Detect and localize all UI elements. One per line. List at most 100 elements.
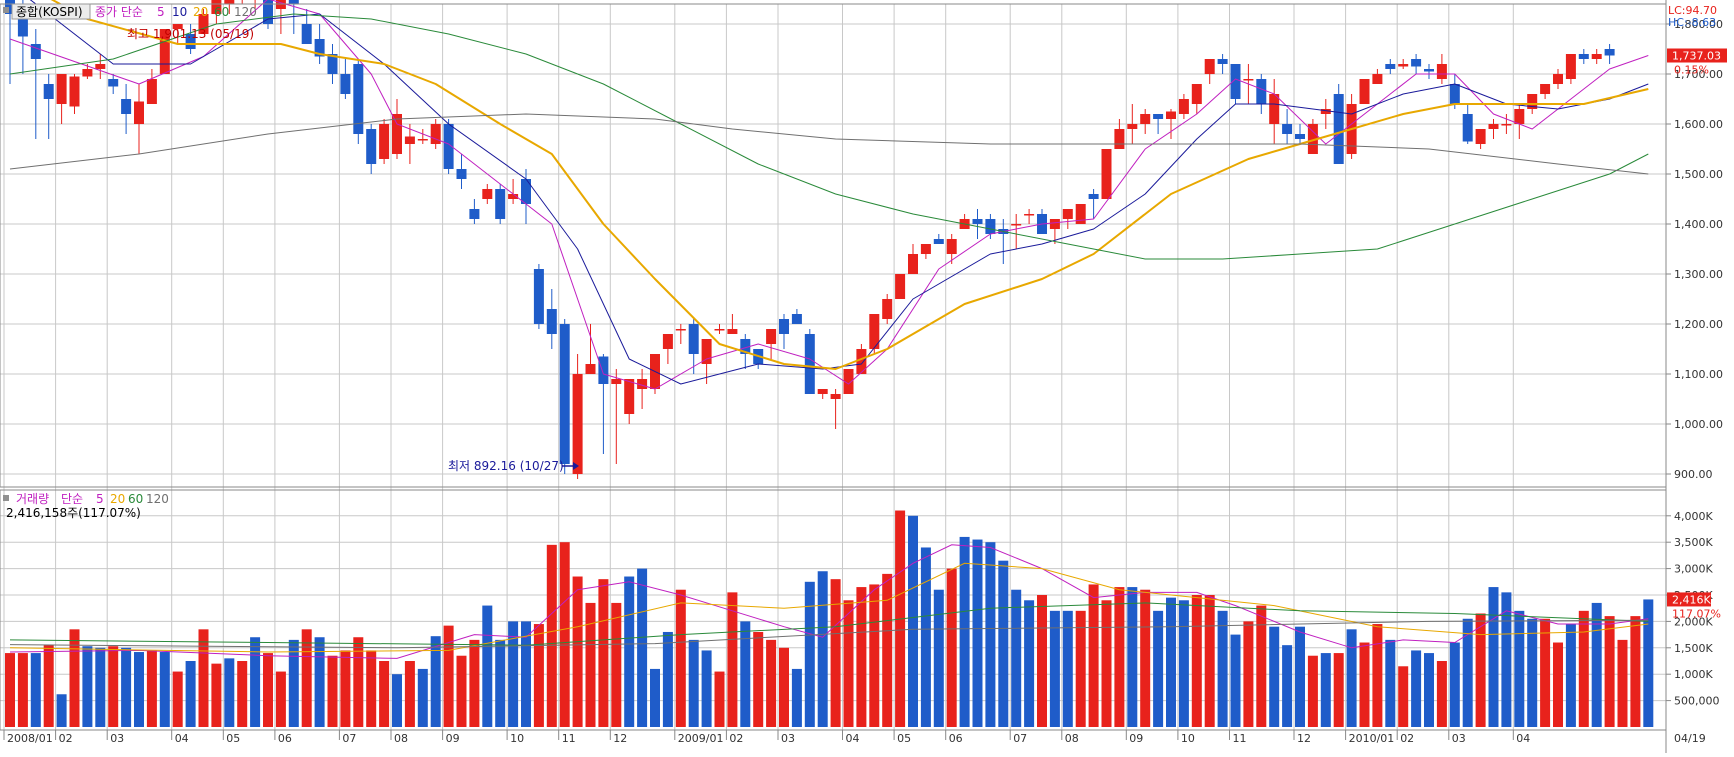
candle [1230, 64, 1241, 104]
volume-bar [379, 661, 390, 727]
candle [624, 379, 635, 424]
volume-bar [701, 650, 712, 727]
candle [1604, 44, 1615, 64]
candle [933, 234, 944, 244]
volume-tick-label: 2,000K [1674, 615, 1713, 628]
volume-bar [959, 536, 970, 727]
vol-ma-legend-60[interactable]: 60 [128, 492, 143, 506]
date-tick-label: 03 [781, 732, 795, 745]
volume-bar [314, 637, 325, 727]
candle [1024, 209, 1035, 224]
volume-bar [82, 646, 93, 727]
volume-bar [1320, 653, 1331, 727]
volume-bar [662, 631, 673, 727]
volume-bar [508, 621, 519, 727]
candle [1307, 119, 1318, 154]
ma-legend-5[interactable]: 5 [157, 5, 165, 19]
price-chart-title[interactable]: 종합(KOSPI) [16, 5, 83, 19]
vol-ma-legend-20[interactable]: 20 [110, 492, 125, 506]
volume-bar [908, 515, 918, 727]
candle [146, 69, 157, 104]
volume-bar [301, 629, 312, 727]
last-price-label: 1,737.03 [1672, 50, 1721, 63]
candle [56, 74, 67, 124]
volume-bar [1049, 610, 1060, 727]
candle [572, 354, 583, 479]
price-tick-label: 1,300.00 [1674, 268, 1723, 281]
date-tick-label: 09 [1129, 732, 1143, 745]
volume-bar [30, 653, 41, 727]
volume-bar [108, 646, 119, 727]
candle [985, 214, 996, 239]
candle [908, 244, 918, 274]
volume-bar [1630, 616, 1641, 727]
candle [1578, 49, 1589, 64]
volume-bar [211, 663, 222, 727]
candle [1075, 204, 1086, 224]
volume-bar [869, 584, 880, 727]
legend-square-icon [3, 495, 9, 501]
vol-ma-legend-label[interactable]: 단순 [61, 492, 83, 506]
volume-bar [1604, 616, 1615, 727]
volume-bar [985, 542, 996, 727]
candle [1166, 109, 1176, 139]
last-volume-label: 2,416K [1672, 593, 1711, 606]
volume-bar [637, 568, 648, 727]
candle [920, 244, 931, 259]
volume-bar [1166, 597, 1176, 727]
legend-square-icon [3, 7, 9, 13]
candle [1359, 79, 1370, 104]
candle [172, 24, 183, 44]
ma-legend-120[interactable]: 120 [234, 5, 257, 19]
volume-bar [1346, 629, 1357, 727]
volume-bar [172, 671, 183, 727]
date-tick-label: 2009/01 [678, 732, 724, 745]
date-axis: 2008/01 02 03 04 05 06 07 08 09 10 11 12 2009/01 02 03… [0, 729, 1706, 745]
volume-bar [353, 637, 364, 727]
candle [288, 0, 299, 34]
candle [159, 29, 170, 74]
ma-legend-label[interactable]: 종가 단순 [95, 5, 143, 19]
date-tick-label: 2010/01 [1349, 732, 1395, 745]
volume-ma120-line [9, 619, 1649, 649]
candle [843, 369, 854, 394]
volume-chart-title[interactable]: 거래량 [16, 492, 49, 506]
candle [714, 324, 725, 334]
volume-bar [5, 653, 15, 727]
volume-tick-label: 1,500K [1674, 642, 1713, 655]
date-tick-label: 07 [342, 732, 356, 745]
symbol-box[interactable] [11, 3, 91, 20]
candle [30, 29, 41, 139]
vol-ma-legend-5[interactable]: 5 [96, 492, 104, 506]
volume-bar [56, 694, 67, 727]
candle [727, 314, 738, 334]
date-tick-label: 02 [1400, 732, 1414, 745]
volume-bar [1514, 610, 1525, 727]
volume-bar [972, 539, 983, 727]
date-tick-label: 07 [1013, 732, 1027, 745]
date-tick-label: 04 [846, 732, 860, 745]
volume-bar [1011, 589, 1022, 727]
ma-legend-20[interactable]: 20 [193, 5, 208, 19]
candle [1282, 109, 1293, 144]
volume-bar [1204, 595, 1215, 727]
ma-legend-10[interactable]: 10 [172, 5, 187, 19]
candle [185, 24, 196, 54]
volume-bar [572, 576, 583, 727]
candle [340, 59, 351, 99]
candle [1398, 59, 1409, 69]
candle [404, 124, 415, 164]
volume-bar [933, 589, 944, 727]
volume-bar [185, 661, 196, 727]
ma-legend-60[interactable]: 60 [214, 5, 229, 19]
vol-ma-legend-120[interactable]: 120 [146, 492, 169, 506]
volume-bar [1333, 653, 1344, 727]
volume-bar [650, 668, 660, 727]
volume-bar [469, 639, 480, 727]
candle [456, 154, 467, 189]
volume-ma20-line [9, 562, 1649, 653]
candle [353, 59, 364, 144]
volume-bar [69, 629, 80, 727]
date-tick-label: 12 [1297, 732, 1311, 745]
